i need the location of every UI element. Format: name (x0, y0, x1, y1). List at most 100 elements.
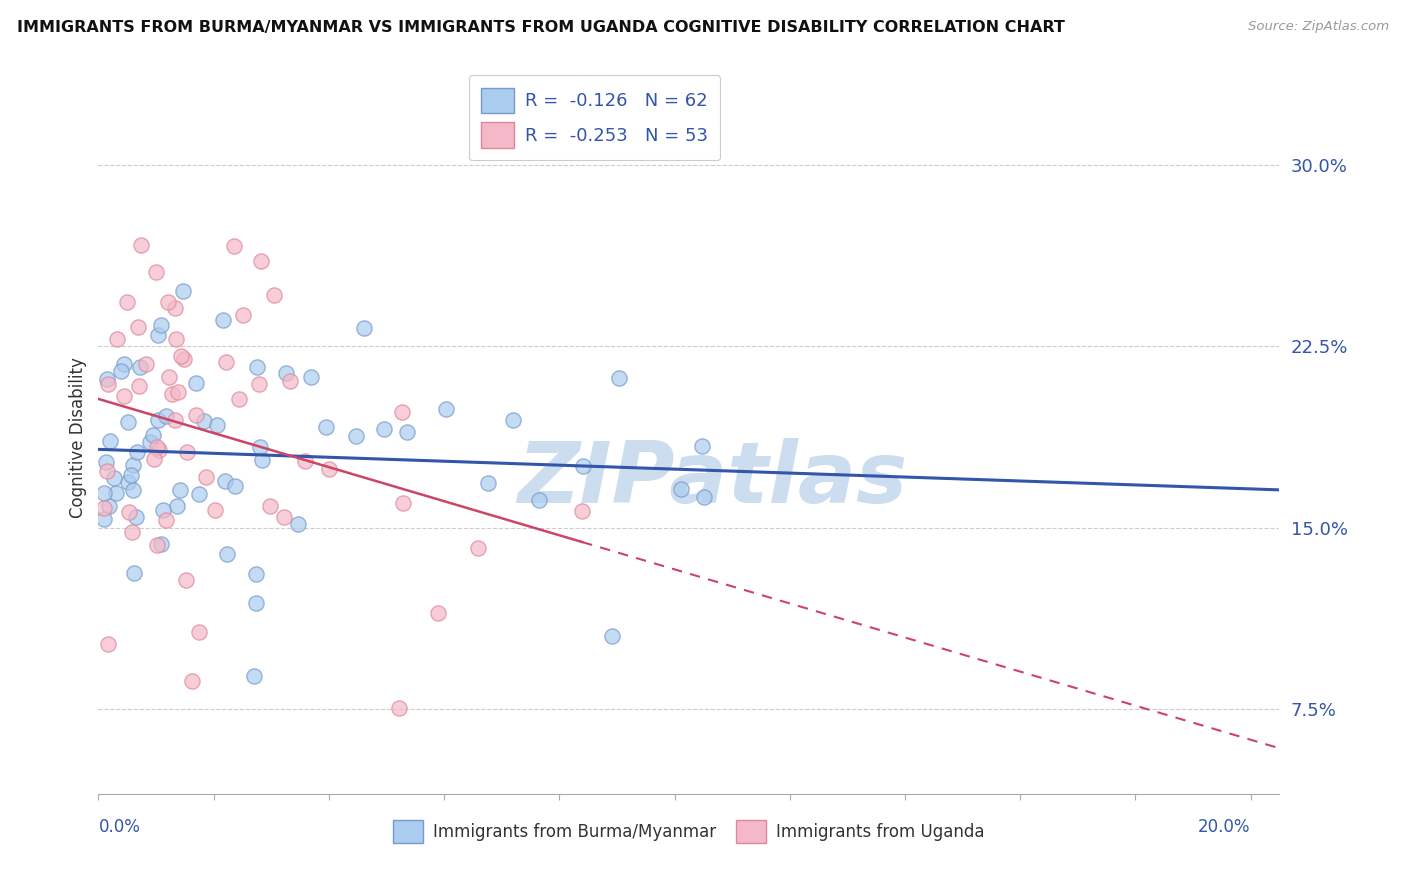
Point (157, 370, 180, 384)
Point (93, 501, 115, 516)
Point (142, 452, 165, 467)
Point (148, 442, 170, 457)
Point (388, 701, 411, 715)
Point (166, 499, 188, 513)
Point (195, 470, 218, 484)
Point (242, 668, 264, 682)
Point (249, 440, 271, 454)
Point (152, 503, 174, 517)
Point (249, 376, 271, 391)
Point (353, 320, 375, 334)
Point (215, 547, 238, 561)
Point (103, 470, 125, 484)
Point (607, 371, 630, 385)
Point (142, 428, 165, 442)
Point (93, 486, 115, 500)
Point (146, 440, 169, 454)
Point (112, 388, 135, 402)
Point (396, 425, 419, 439)
Point (215, 355, 238, 369)
Point (131, 237, 153, 252)
Point (693, 490, 716, 504)
Point (224, 239, 246, 253)
Point (98, 434, 121, 448)
Point (139, 434, 162, 449)
Point (204, 502, 226, 516)
Point (150, 318, 173, 333)
Point (188, 625, 211, 640)
Point (434, 402, 457, 417)
Point (276, 366, 298, 380)
Point (117, 294, 139, 309)
Point (318, 462, 340, 476)
Point (118, 505, 141, 519)
Point (174, 573, 197, 587)
Point (155, 409, 177, 424)
Point (212, 313, 235, 327)
Point (250, 253, 273, 268)
Point (160, 387, 183, 401)
Text: Source: ZipAtlas.com: Source: ZipAtlas.com (1249, 20, 1389, 33)
Point (167, 384, 190, 399)
Point (146, 412, 169, 426)
Point (250, 453, 273, 467)
Point (97, 637, 120, 651)
Point (669, 482, 692, 496)
Point (186, 408, 208, 422)
Point (373, 421, 395, 435)
Point (193, 414, 215, 428)
Point (122, 458, 145, 472)
Point (127, 320, 149, 334)
Point (228, 392, 250, 406)
Point (245, 566, 267, 581)
Point (97, 376, 120, 391)
Point (231, 309, 253, 323)
Point (135, 357, 157, 371)
Point (128, 379, 150, 393)
Point (122, 566, 145, 581)
Text: IMMIGRANTS FROM BURMA/MYANMAR VS IMMIGRANTS FROM UGANDA COGNITIVE DISABILITY COR: IMMIGRANTS FROM BURMA/MYANMAR VS IMMIGRA… (17, 20, 1064, 35)
Point (145, 265, 167, 279)
Point (169, 349, 191, 363)
Point (105, 485, 128, 500)
Point (467, 541, 489, 555)
Point (155, 513, 177, 527)
Point (150, 537, 173, 551)
Point (259, 500, 281, 514)
Text: ZIPatlas: ZIPatlas (517, 438, 908, 522)
Point (527, 493, 550, 508)
Point (97, 499, 120, 513)
Point (246, 359, 269, 374)
Point (93, 512, 115, 526)
Point (163, 301, 186, 315)
Point (181, 674, 204, 689)
Point (477, 475, 499, 490)
Point (96, 464, 118, 478)
Point (117, 475, 139, 489)
Point (224, 479, 246, 493)
Point (344, 428, 367, 442)
Point (287, 516, 309, 531)
Point (96, 455, 118, 469)
Point (128, 359, 150, 374)
Point (186, 376, 208, 390)
Point (110, 364, 132, 378)
Point (125, 510, 148, 524)
Point (294, 453, 316, 467)
Point (173, 352, 195, 367)
Point (187, 487, 209, 501)
Point (214, 474, 236, 488)
Point (245, 596, 267, 610)
Text: 0.0%: 0.0% (98, 818, 141, 836)
Point (392, 495, 415, 509)
Point (146, 328, 169, 343)
Point (315, 420, 337, 434)
Point (426, 606, 449, 620)
Point (502, 413, 524, 427)
Point (602, 629, 624, 643)
Point (121, 524, 143, 539)
Point (176, 445, 198, 459)
Point (146, 538, 169, 552)
Point (120, 467, 142, 482)
Point (117, 415, 139, 429)
